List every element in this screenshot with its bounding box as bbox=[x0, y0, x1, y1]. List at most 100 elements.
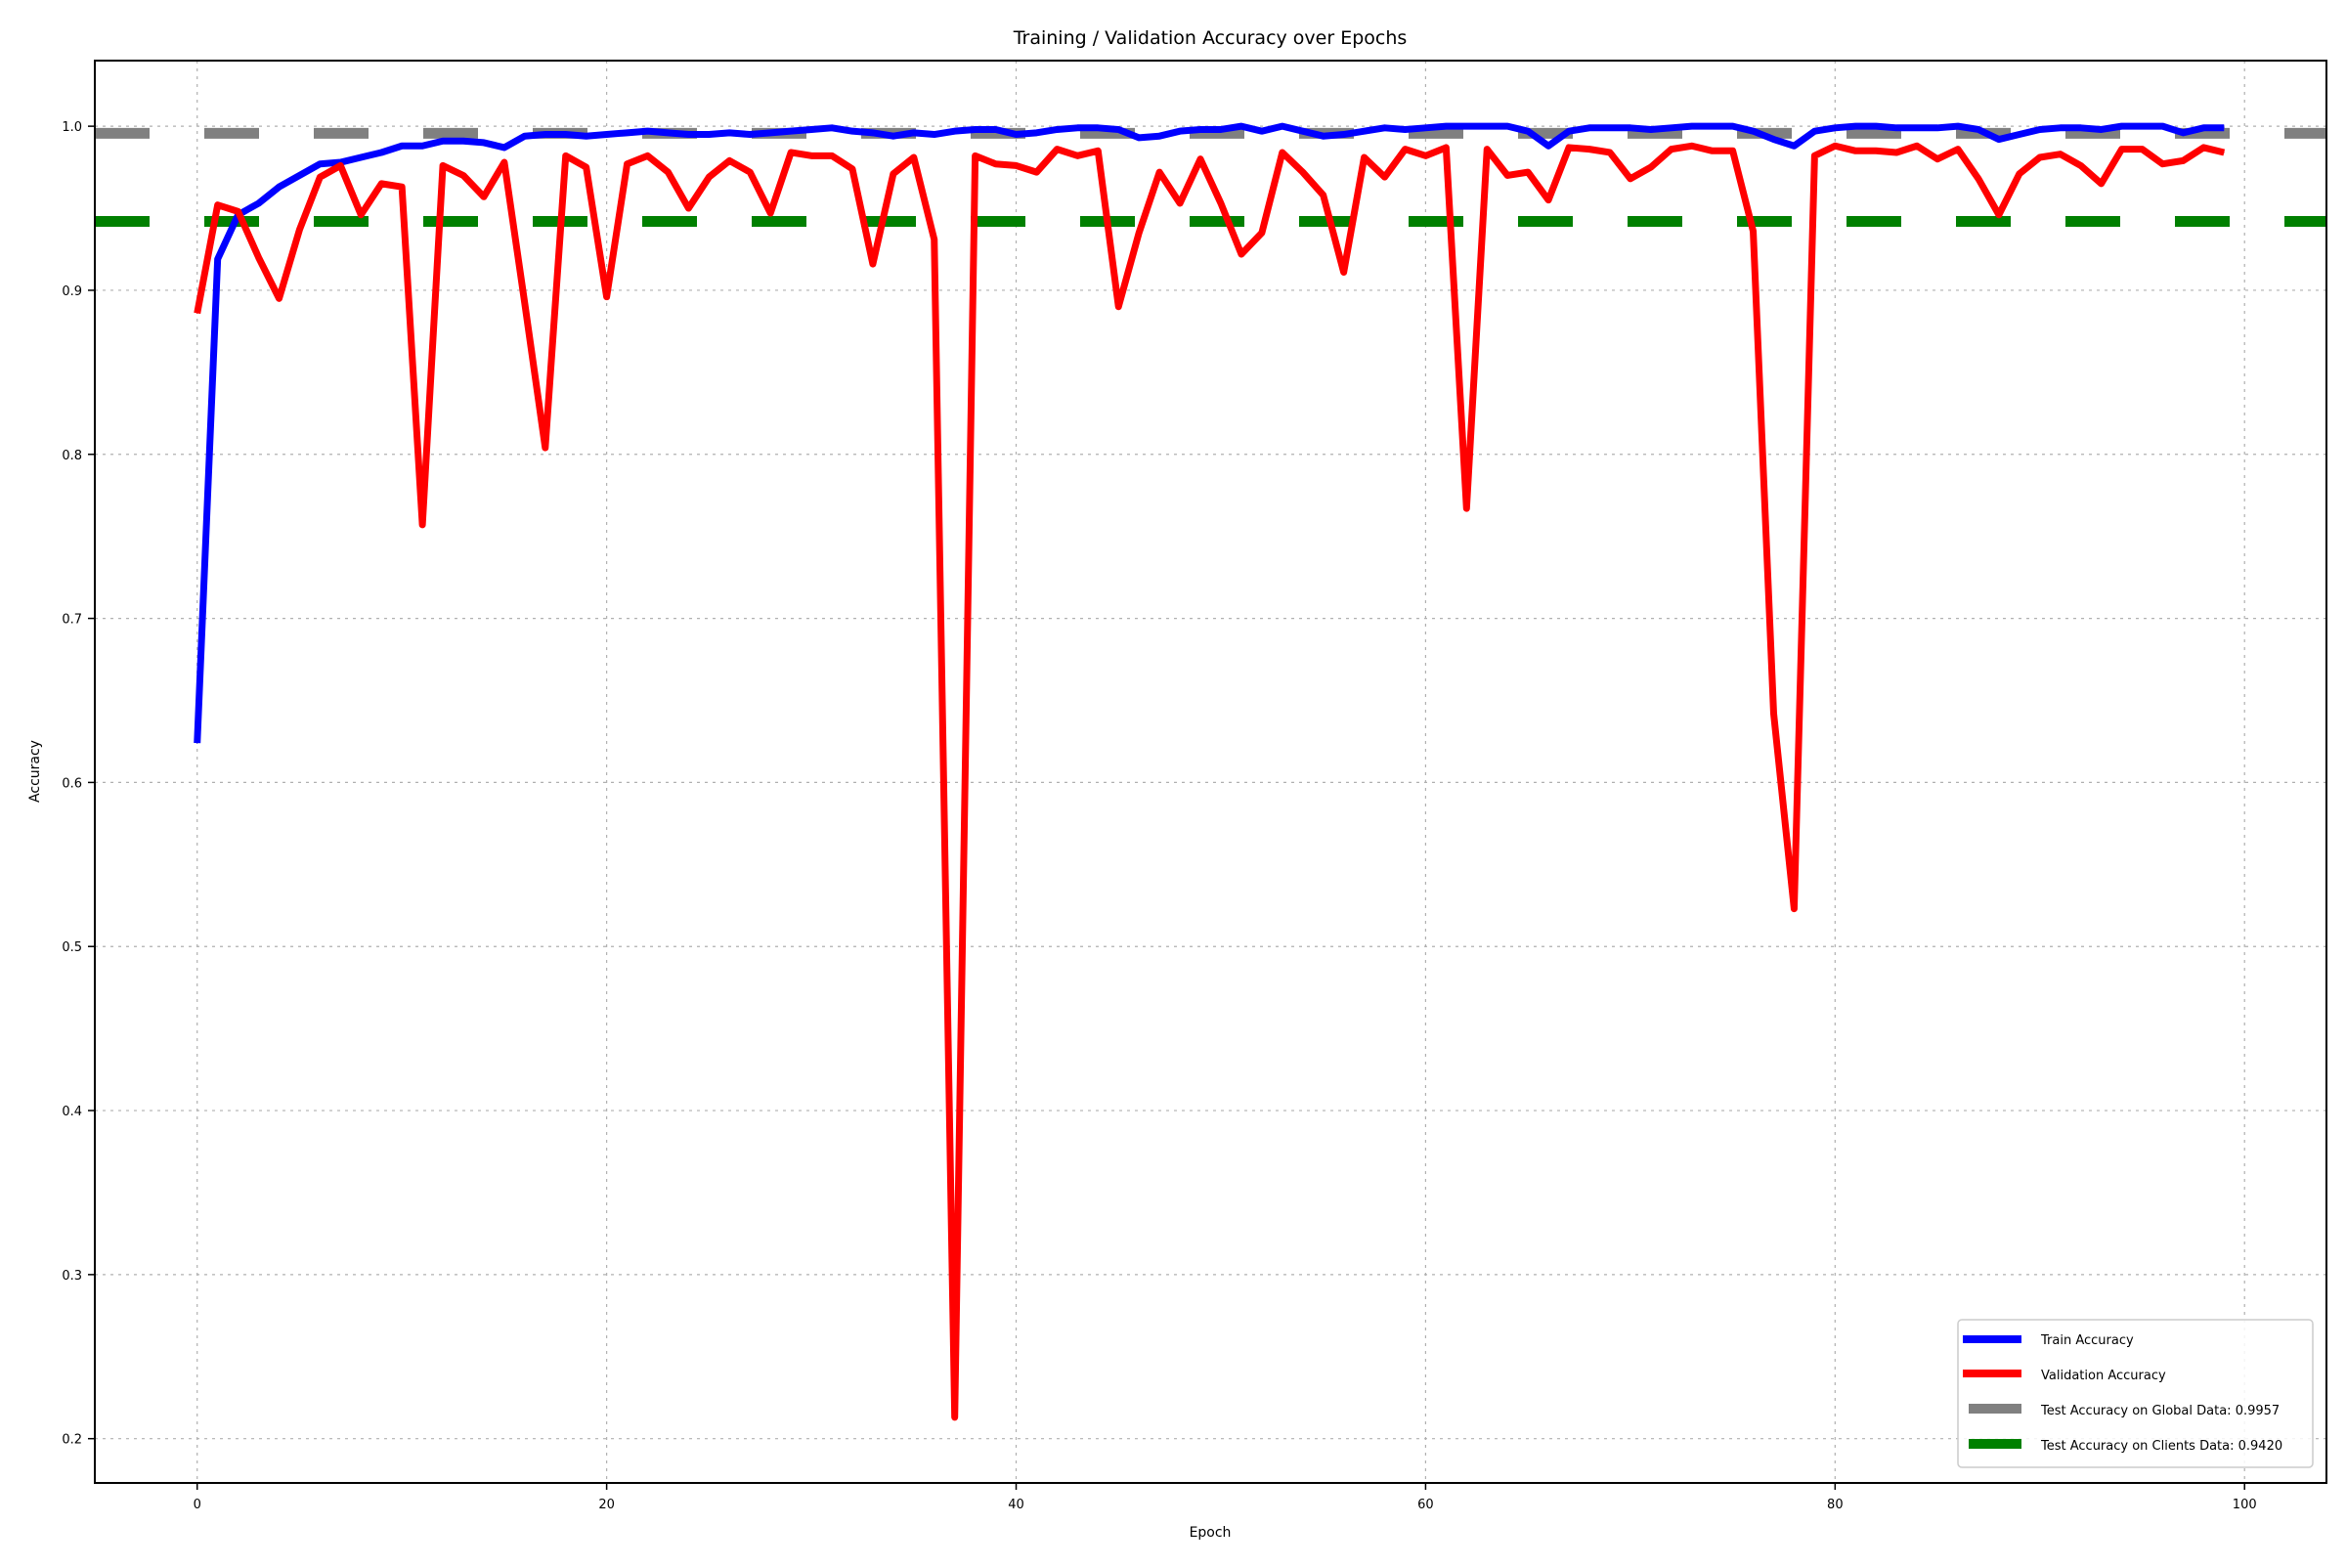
validation-accuracy-point bbox=[1465, 507, 1467, 509]
train-accuracy-point bbox=[1323, 135, 1325, 137]
validation-accuracy-point bbox=[1199, 158, 1201, 160]
train-accuracy-point bbox=[360, 156, 362, 158]
validation-accuracy-point bbox=[1384, 176, 1386, 178]
validation-accuracy-point bbox=[1629, 178, 1631, 180]
validation-accuracy-point bbox=[1527, 171, 1529, 173]
validation-accuracy-point bbox=[1936, 158, 1938, 160]
y-tick-label: 0.4 bbox=[62, 1105, 82, 1119]
validation-accuracy-point bbox=[1834, 145, 1836, 147]
train-accuracy-point bbox=[544, 134, 546, 136]
x-tick-label: 80 bbox=[1827, 1498, 1844, 1512]
validation-accuracy-point bbox=[258, 256, 260, 258]
chart-title: Training / Validation Accuracy over Epoc… bbox=[1013, 27, 1408, 49]
validation-accuracy-point bbox=[2141, 149, 2143, 151]
train-accuracy-point bbox=[2121, 125, 2123, 127]
train-accuracy-point bbox=[606, 134, 608, 136]
validation-accuracy-point bbox=[1343, 271, 1345, 273]
train-accuracy-point bbox=[647, 130, 649, 132]
train-accuracy-point bbox=[2080, 127, 2082, 129]
train-accuracy-point bbox=[196, 742, 198, 744]
train-accuracy-point bbox=[2060, 127, 2062, 129]
validation-accuracy-point bbox=[769, 212, 771, 214]
train-accuracy-point bbox=[2182, 132, 2184, 134]
validation-accuracy-point bbox=[1240, 253, 1242, 255]
train-accuracy-point bbox=[913, 132, 915, 134]
validation-accuracy-point bbox=[2019, 173, 2020, 175]
validation-accuracy-point bbox=[544, 447, 546, 449]
train-accuracy-point bbox=[1097, 127, 1099, 129]
y-tick-label: 0.7 bbox=[62, 613, 82, 628]
validation-accuracy-point bbox=[892, 173, 894, 175]
validation-accuracy-point bbox=[749, 171, 751, 173]
validation-accuracy-point bbox=[503, 161, 505, 163]
validation-accuracy-point bbox=[851, 168, 853, 170]
train-accuracy-point bbox=[1691, 125, 1693, 127]
train-accuracy-point bbox=[279, 186, 281, 188]
train-accuracy-point bbox=[728, 132, 730, 134]
train-accuracy-point bbox=[1772, 139, 1774, 141]
train-accuracy-point bbox=[565, 134, 567, 136]
train-accuracy-point bbox=[1056, 128, 1058, 130]
train-accuracy-point bbox=[1916, 127, 1918, 129]
validation-accuracy-point bbox=[1854, 150, 1856, 152]
train-accuracy-point bbox=[217, 258, 219, 260]
train-accuracy-point bbox=[749, 134, 751, 136]
train-accuracy-point bbox=[2039, 128, 2041, 130]
validation-accuracy-point bbox=[627, 163, 629, 165]
validation-accuracy-point bbox=[1158, 171, 1160, 173]
validation-accuracy-point bbox=[238, 210, 239, 212]
train-accuracy-point bbox=[1588, 127, 1590, 129]
validation-accuracy-point bbox=[728, 159, 730, 161]
train-accuracy-point bbox=[1138, 137, 1140, 139]
validation-accuracy-point bbox=[1445, 147, 1447, 149]
validation-accuracy-point bbox=[1076, 154, 1078, 156]
train-accuracy-point bbox=[524, 135, 526, 137]
train-accuracy-point bbox=[1445, 125, 1447, 127]
train-accuracy-point bbox=[1793, 145, 1795, 147]
plot-area bbox=[95, 122, 2326, 1421]
train-accuracy-point bbox=[1753, 130, 1755, 132]
legend-label-clients-test: Test Accuracy on Clients Data: 0.9420 bbox=[2040, 1439, 2282, 1454]
axis-ticks: 0 20 40 60 80 100 0.2 0.3 0.4 0.5 0.6 0.7 0.8 0.9 1.0 bbox=[62, 120, 2256, 1512]
train-accuracy-point bbox=[1854, 125, 1856, 127]
validation-accuracy-point bbox=[196, 312, 198, 314]
x-tick-label: 40 bbox=[1008, 1498, 1024, 1512]
x-tick-label: 60 bbox=[1417, 1498, 1434, 1512]
validation-accuracy-point bbox=[1977, 178, 1979, 180]
train-accuracy-point bbox=[1076, 127, 1078, 129]
validation-accuracy-point bbox=[1035, 171, 1037, 173]
y-tick-label: 0.6 bbox=[62, 776, 82, 791]
y-tick-label: 0.5 bbox=[62, 940, 82, 955]
train-accuracy-point bbox=[1895, 127, 1897, 129]
validation-accuracy-point bbox=[1404, 149, 1406, 151]
legend-label-train: Train Accuracy bbox=[2040, 1333, 2134, 1348]
validation-accuracy-point bbox=[2121, 149, 2123, 151]
train-accuracy-point bbox=[1261, 130, 1263, 132]
y-tick-label: 0.8 bbox=[62, 449, 82, 463]
train-accuracy-point bbox=[1813, 130, 1815, 132]
train-accuracy-point bbox=[1179, 130, 1181, 132]
train-accuracy-point bbox=[1527, 130, 1529, 132]
train-accuracy-point bbox=[1671, 127, 1673, 129]
train-accuracy-point bbox=[1035, 132, 1037, 134]
train-accuracy-point bbox=[421, 145, 423, 147]
train-accuracy-point bbox=[851, 130, 853, 132]
validation-accuracy-point bbox=[647, 154, 649, 156]
validation-accuracy-point bbox=[1506, 174, 1508, 176]
validation-accuracy-point bbox=[217, 204, 219, 206]
train-accuracy-point bbox=[1732, 125, 1734, 127]
y-tick-label: 0.3 bbox=[62, 1269, 82, 1284]
train-accuracy-point bbox=[1834, 127, 1836, 129]
train-accuracy-point bbox=[462, 140, 464, 142]
train-accuracy-point bbox=[1547, 145, 1549, 147]
validation-accuracy-point bbox=[1588, 149, 1590, 151]
train-accuracy-point bbox=[995, 128, 997, 130]
validation-accuracy-line bbox=[194, 142, 2226, 1421]
validation-accuracy-point bbox=[442, 164, 444, 166]
x-axis-label: Epoch bbox=[1190, 1525, 1232, 1541]
train-accuracy-point bbox=[892, 135, 894, 137]
y-tick-label: 0.2 bbox=[62, 1433, 82, 1448]
validation-accuracy-point bbox=[1772, 713, 1774, 715]
x-tick-label: 100 bbox=[2233, 1498, 2257, 1512]
